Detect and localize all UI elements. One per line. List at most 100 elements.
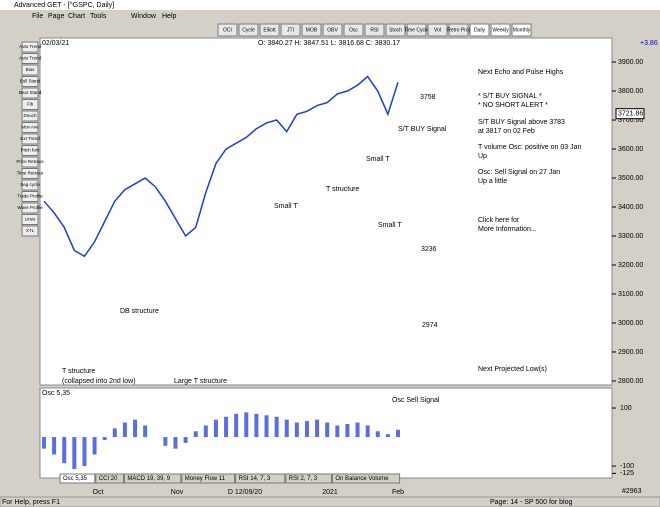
side-tool[interactable] bbox=[21, 179, 39, 191]
side-tool[interactable] bbox=[21, 168, 39, 179]
info-note: at 3817 on 02 Feb bbox=[478, 128, 535, 135]
toolbar-button[interactable] bbox=[322, 23, 343, 37]
osc-bar bbox=[213, 419, 218, 438]
toolbar-button[interactable] bbox=[259, 23, 280, 37]
toolbar-button[interactable] bbox=[385, 23, 406, 37]
osc-bar bbox=[92, 437, 97, 455]
side-tool[interactable] bbox=[21, 76, 39, 87]
osc-bar bbox=[42, 437, 46, 449]
side-tool-label: Wave Profile bbox=[17, 205, 43, 210]
menu-item[interactable]: Window bbox=[131, 13, 157, 20]
indicator-tab[interactable] bbox=[331, 473, 401, 484]
y-tick-label: 3000.00 bbox=[618, 320, 643, 327]
toolbar-button[interactable] bbox=[406, 23, 427, 37]
date-label: Oct bbox=[93, 489, 104, 496]
y-tick-label: 3100.00 bbox=[618, 291, 643, 298]
chart-annotation: T structure bbox=[326, 186, 359, 193]
tab-label: Money Flow 11 bbox=[185, 476, 226, 482]
y-tick-label: 3500.00 bbox=[618, 175, 643, 182]
side-tool[interactable] bbox=[21, 64, 39, 76]
side-tool[interactable] bbox=[21, 87, 39, 99]
side-tool-label: Seg cycle bbox=[20, 182, 40, 187]
osc-bar bbox=[183, 437, 188, 443]
osc-bar bbox=[133, 419, 138, 438]
toolbar-button[interactable] bbox=[280, 23, 301, 37]
menu-item[interactable]: Help bbox=[162, 13, 177, 20]
chart-annotation: T structure bbox=[62, 368, 95, 375]
side-tool[interactable] bbox=[21, 110, 39, 122]
side-tool-label: Bear Stand bbox=[19, 90, 42, 95]
info-note[interactable]: Click here for bbox=[478, 217, 520, 224]
last-price-box bbox=[615, 108, 645, 120]
toolbar-label: Osc bbox=[349, 27, 358, 33]
toolbar-button[interactable] bbox=[490, 23, 511, 37]
chart-annotation: Osc Sell Signal bbox=[392, 397, 440, 404]
menu-item[interactable]: File bbox=[32, 13, 43, 20]
menu-item[interactable]: Page bbox=[48, 13, 64, 20]
side-tool[interactable] bbox=[21, 214, 39, 225]
info-note[interactable]: More Information... bbox=[478, 226, 537, 233]
side-tool-label: Auto Trend bbox=[19, 56, 42, 61]
date-label: Nov bbox=[171, 489, 184, 496]
osc-tick-label: -125 bbox=[620, 470, 634, 477]
info-note: T volume Osc: positive on 03 Jan bbox=[478, 144, 581, 151]
chart-annotation: 3758 bbox=[420, 94, 436, 101]
osc-bar bbox=[143, 425, 148, 438]
toolbar-button[interactable] bbox=[364, 23, 385, 37]
toolbar-button[interactable] bbox=[511, 23, 532, 37]
osc-bar bbox=[163, 437, 168, 446]
osc-bar bbox=[284, 419, 289, 438]
y-tick-label: 3700.00 bbox=[618, 117, 643, 124]
side-tool-label: Bull Stand bbox=[20, 79, 41, 84]
toolbar-label: OCI bbox=[223, 27, 232, 33]
menu-item[interactable]: Chart bbox=[68, 13, 85, 20]
toolbar-label: Daily bbox=[474, 27, 486, 33]
window-title: Advanced GET - [^GSPC, Daily] bbox=[14, 2, 114, 9]
toolbar-label: Stoch bbox=[389, 27, 402, 33]
chart-annotation: DB structure bbox=[120, 308, 159, 315]
chart-annotation: Small T bbox=[274, 203, 298, 210]
side-tool[interactable] bbox=[21, 156, 39, 168]
menu-item[interactable]: Tools bbox=[90, 13, 107, 20]
info-note: Up bbox=[478, 153, 487, 160]
side-tool[interactable] bbox=[21, 191, 39, 202]
indicator-tab[interactable] bbox=[235, 473, 286, 484]
indicator-tab[interactable] bbox=[59, 473, 96, 484]
side-tool[interactable] bbox=[21, 145, 39, 156]
toolbar-button[interactable] bbox=[427, 23, 448, 37]
y-tick-label: 3800.00 bbox=[618, 88, 643, 95]
toolbar-button[interactable] bbox=[343, 23, 364, 37]
side-tool-label: Ext Trend bbox=[20, 136, 40, 141]
tab-label: Osc 5,35 bbox=[63, 476, 88, 482]
side-tool[interactable] bbox=[21, 122, 39, 133]
indicator-tab[interactable] bbox=[285, 473, 332, 484]
side-tool-label: Lines bbox=[25, 217, 37, 222]
side-tool[interactable] bbox=[21, 202, 39, 214]
side-tool-label: Bias bbox=[26, 67, 36, 72]
ohlc: O: 3840.27 H: 3847.51 L: 3816.68 C: 3830… bbox=[258, 40, 400, 47]
toolbar-button[interactable] bbox=[301, 23, 322, 37]
toolbar-button[interactable] bbox=[238, 23, 259, 37]
osc-tick-label: -100 bbox=[620, 463, 634, 470]
info-note: Osc: Sell Signal on 27 Jan bbox=[478, 169, 560, 176]
side-tool[interactable] bbox=[21, 133, 39, 145]
indicator-tab[interactable] bbox=[181, 473, 236, 484]
side-tool[interactable] bbox=[21, 225, 39, 237]
side-tool-label: Pitch fork bbox=[21, 148, 41, 153]
osc-bar bbox=[345, 424, 350, 438]
side-tool[interactable] bbox=[21, 99, 39, 110]
toolbar-button[interactable] bbox=[469, 23, 490, 37]
indicator-tab[interactable] bbox=[95, 473, 124, 484]
side-tool-label: Price Retrace bbox=[16, 159, 44, 164]
side-tool[interactable] bbox=[21, 53, 39, 64]
side-tool[interactable] bbox=[21, 41, 39, 53]
toolbar-button[interactable] bbox=[448, 23, 469, 37]
status-bar bbox=[0, 496, 660, 507]
toolbar-button[interactable] bbox=[217, 23, 238, 37]
indicator-tab[interactable] bbox=[123, 473, 182, 484]
y-tick-label: 2900.00 bbox=[618, 349, 643, 356]
osc-bar bbox=[62, 437, 67, 464]
side-tool-label: Dnuch bbox=[23, 113, 37, 118]
